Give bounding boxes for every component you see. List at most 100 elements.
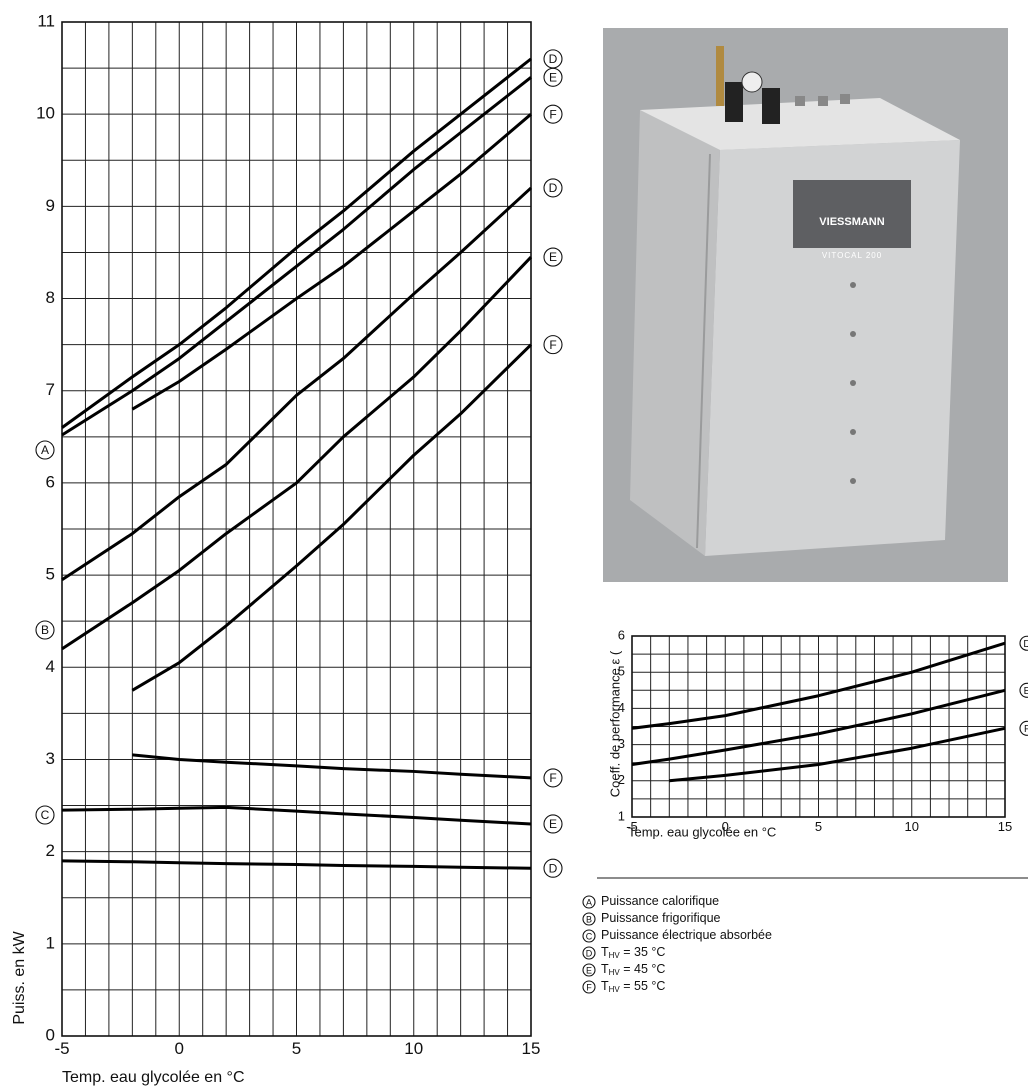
legend-symbol: A [582, 895, 596, 909]
cabinet-seam [696, 153, 711, 549]
y-tick-label: 3 [618, 736, 625, 751]
series-line [61, 186, 533, 581]
annotation: B [35, 620, 55, 640]
y-tick-label: 3 [46, 749, 55, 768]
indicator [850, 380, 856, 386]
circle-marker [35, 440, 55, 460]
legend-symbol-letter: E [586, 965, 592, 975]
x-tick-label: 5 [292, 1039, 301, 1058]
y-tick-label: 0 [46, 1025, 55, 1044]
circle-marker [35, 805, 55, 825]
legend-text: Puissance électrique absorbée [601, 928, 772, 942]
x-axis-title: Temp. eau glycolée en °C [628, 824, 776, 839]
circle-marker [543, 67, 563, 87]
series-label: F [543, 768, 563, 788]
series-line [61, 76, 532, 437]
series-label-letter: D [1023, 639, 1028, 650]
legend-symbol-letter: A [586, 897, 592, 907]
indicator [850, 478, 856, 484]
chart: 1 2 3 4 5 6 -5 0 5 10 15 Coeff. de performance ε (T… [607, 627, 1028, 839]
legend: A Puissance calorifique B Puissance frigori… [582, 894, 772, 994]
y-tick-label: 9 [46, 196, 55, 215]
x-tick-label: 15 [522, 1039, 541, 1058]
x-tick-label: -5 [54, 1039, 69, 1058]
legend-text: Puissance calorifique [601, 894, 719, 908]
series-label-letter: D [549, 861, 558, 875]
legend-symbol-letter: D [586, 948, 593, 958]
legend-suffix: = 35 °C [620, 945, 666, 959]
series-label: E [543, 814, 563, 834]
circle-marker [1019, 635, 1028, 651]
series-label-letter: F [1024, 724, 1028, 735]
legend-text: Puissance frigorifique [601, 911, 721, 925]
legend-label: T [601, 979, 609, 993]
y-tick-label: 2 [46, 841, 55, 860]
legend-label: T [601, 945, 609, 959]
legend-symbol-letter: F [586, 982, 592, 992]
series-label-letter: F [549, 107, 556, 121]
circle-marker [543, 104, 563, 124]
circle-marker [543, 858, 563, 878]
legend-symbol-letter: C [586, 931, 593, 941]
connector [840, 94, 850, 104]
brand-panel [793, 180, 911, 248]
series-line [631, 641, 1006, 730]
series-label-letter: F [549, 338, 556, 352]
series-line [132, 753, 532, 780]
series-line [61, 805, 532, 826]
legend-label: T [601, 962, 609, 976]
fitting [762, 88, 780, 124]
legend-label: Puissance calorifique [601, 894, 719, 908]
legend-symbol: D [582, 946, 596, 960]
brand: VIESSMANN [819, 216, 884, 228]
x-tick-label: 10 [905, 819, 919, 834]
series-line [131, 343, 533, 692]
series-line [61, 256, 533, 651]
series-label: F [543, 335, 563, 355]
circle-marker [1019, 720, 1028, 736]
legend-symbol-letter: B [586, 914, 592, 924]
series-line [631, 688, 1006, 766]
annotation-letter: B [41, 623, 49, 637]
legend-label: Puissance électrique absorbée [601, 928, 772, 942]
y-tick-label: 5 [46, 565, 55, 584]
y-tick-label: 4 [618, 700, 625, 715]
series-label: F [1019, 720, 1028, 736]
legend-subscript: HV [609, 951, 621, 960]
circle-marker [582, 980, 596, 994]
legend-suffix: = 45 °C [620, 962, 666, 976]
circle-marker [1019, 682, 1028, 698]
cabinet-side [630, 110, 720, 556]
y-tick-label: 1 [618, 808, 625, 823]
connector [795, 96, 805, 106]
series-label: D [543, 49, 563, 69]
y-tick-label: 6 [618, 627, 625, 642]
circle-marker [35, 620, 55, 640]
series-label: D [1019, 635, 1028, 651]
series-label: D [543, 858, 563, 878]
annotation-letter: A [41, 443, 49, 457]
circle-marker [582, 929, 596, 943]
circle-marker [543, 247, 563, 267]
y-tick-label: 10 [36, 104, 55, 123]
indicator [850, 429, 856, 435]
model: VITOCAL 200 [822, 251, 882, 260]
circle-marker [582, 963, 596, 977]
series-label-letter: D [549, 181, 558, 195]
x-axis-title: Temp. eau glycolée en °C [62, 1069, 245, 1086]
series-label-letter: E [1024, 686, 1028, 697]
x-tick-label: 5 [815, 819, 822, 834]
y-tick-label: 6 [46, 472, 55, 491]
legend-subscript: HV [609, 968, 621, 977]
circle-marker [543, 768, 563, 788]
legend-text: THV = 55 °C [601, 979, 665, 994]
y-tick-label: 5 [618, 664, 625, 679]
indicator [850, 331, 856, 337]
valve [716, 46, 724, 106]
y-tick-label: 7 [46, 380, 55, 399]
legend-text: THV = 35 °C [601, 945, 665, 960]
product-photo: VIESSMANN VITOCAL 200 [603, 28, 1008, 582]
legend-symbol: E [582, 963, 596, 977]
series-label-letter: F [549, 771, 556, 785]
